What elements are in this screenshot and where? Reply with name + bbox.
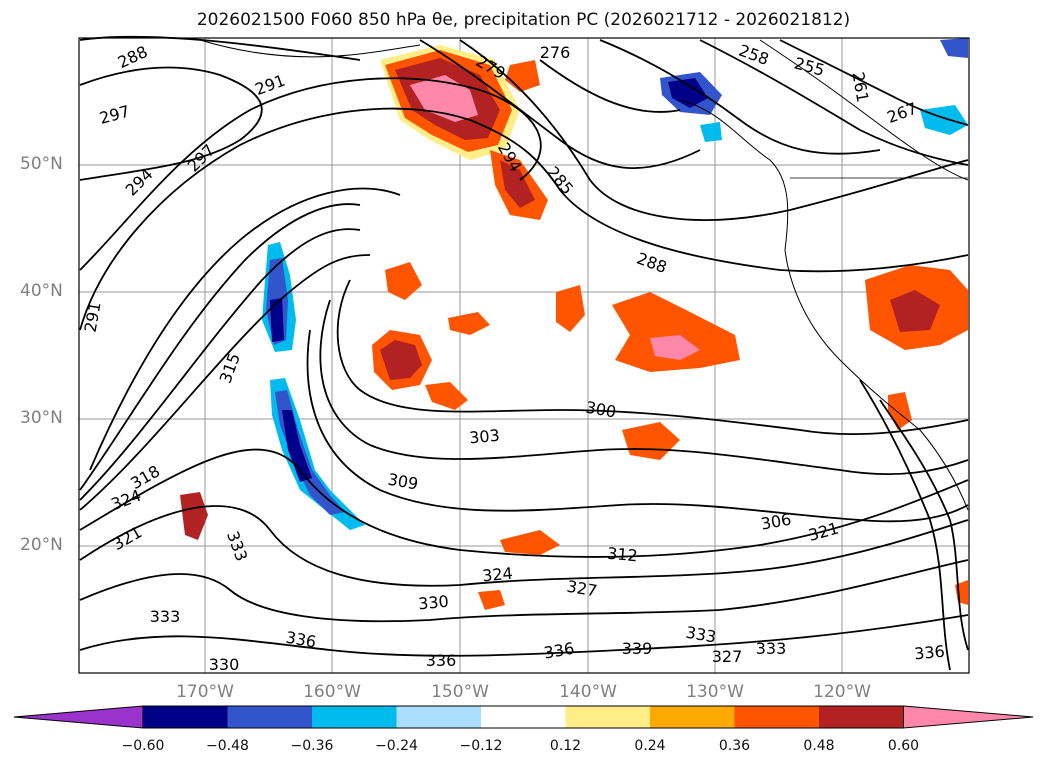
colorbar-segment [819,706,904,728]
colorbar-tick-label: 0.24 [634,738,666,754]
lon-label-160w: 160°W [303,682,361,702]
colorbar-segment [481,706,566,728]
colorbar-tick-label: −0.24 [375,738,418,754]
colorbar-tick-label: 0.48 [803,738,835,754]
colorbar-extend-right [903,705,1034,729]
lon-label-120w: 120°W [813,682,871,702]
lon-label-150w: 150°W [431,682,489,702]
lat-label-20n: 20°N [20,535,63,555]
contour-label: 336 [426,651,457,670]
contour-label: 312 [606,544,638,566]
lat-label-50n: 50°N [20,154,63,174]
map-title: 2026021500 F060 850 hPa θe, precipitatio… [196,10,851,30]
contour-label: 303 [468,426,500,448]
coastlines [199,39,969,511]
colorbar-segment [565,706,650,728]
lat-label-30n: 30°N [20,408,63,428]
colorbar-tick-label: −0.12 [459,738,503,754]
lon-label-140w: 140°W [559,682,617,702]
lon-label-170w: 170°W [176,682,234,702]
colorbar-tick-label: −0.36 [290,738,334,754]
contour-label: 276 [540,43,571,62]
theta-e-contours [79,35,969,671]
map-frame [78,37,970,674]
contour-label: 327 [712,647,743,666]
colorbar-segment [227,706,312,728]
contour-label: 330 [417,592,449,614]
colorbar-extend-left [13,705,144,729]
contour-label: 333 [150,607,181,626]
colorbar-tick-label: 0.12 [549,738,582,754]
contour-label: 324 [481,564,513,586]
colorbar-segment [143,706,228,728]
colorbar-tick-label: 0.60 [887,738,920,754]
colorbar-segment [312,706,397,728]
colorbar-tick-label: 0.36 [718,738,751,754]
colorbar-segment [734,706,819,728]
contour-label: 330 [209,655,240,674]
precip-positive [180,45,968,610]
colorbar [13,705,1034,729]
precip-negative [262,38,968,530]
colorbar-tick-label: −0.48 [206,738,249,754]
gridlines [79,38,969,673]
contour-label: 336 [913,642,945,664]
lat-label-40n: 40°N [20,281,63,301]
colorbar-tick-label: −0.60 [121,738,165,754]
lon-label-130w: 130°W [686,682,744,702]
colorbar-segment [650,706,735,728]
colorbar-frame [142,705,904,729]
contour-label: 333 [756,639,787,658]
map-background [79,38,969,673]
contour-label: 339 [622,639,653,658]
colorbar-segment [396,706,481,728]
